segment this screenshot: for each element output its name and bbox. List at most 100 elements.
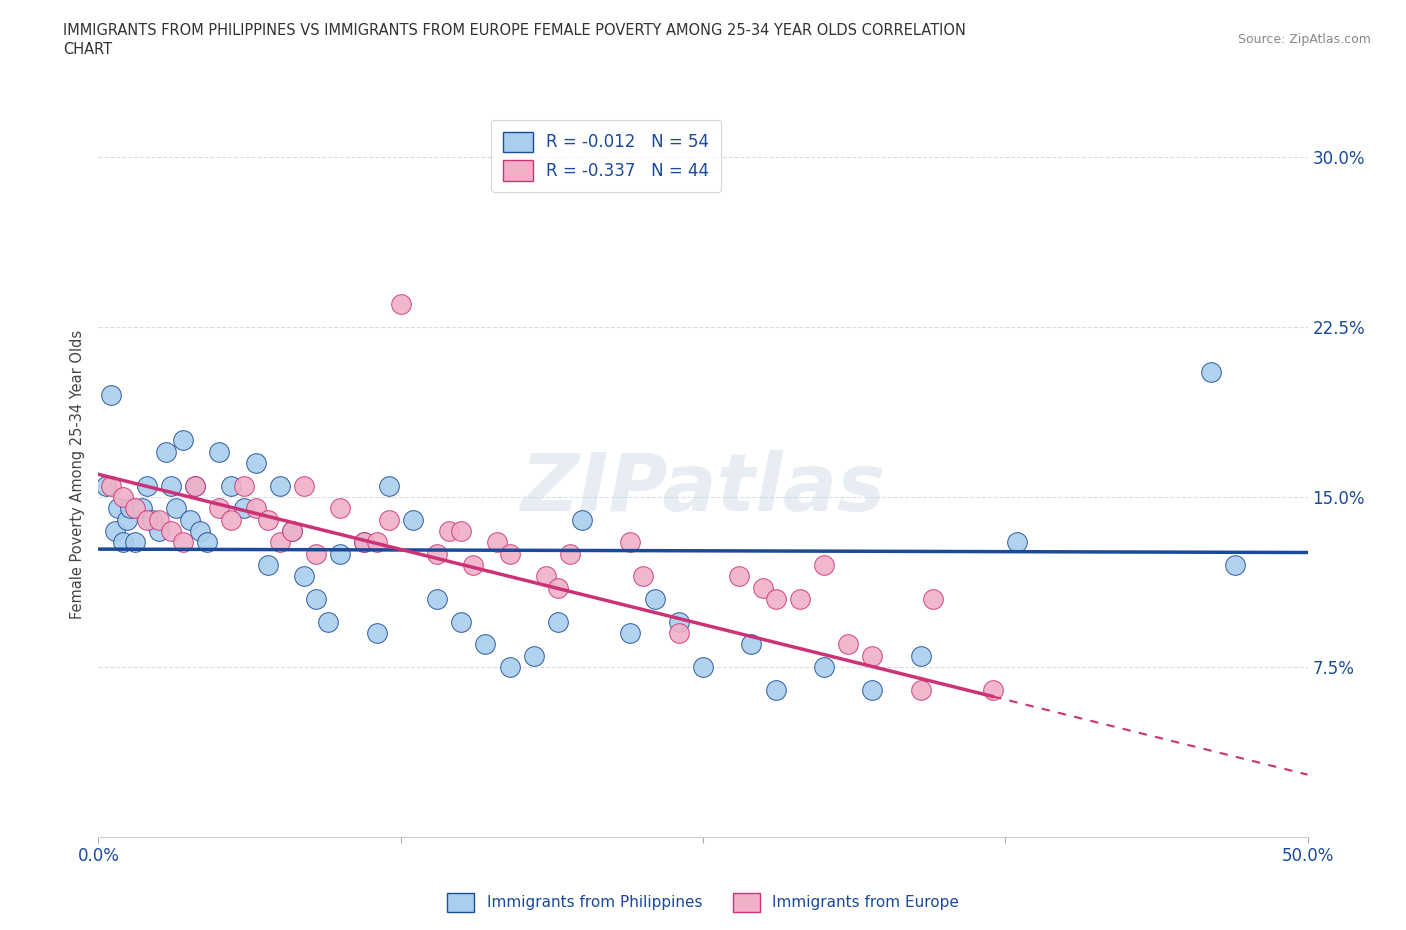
Point <box>104 524 127 538</box>
Point <box>789 591 811 606</box>
Point <box>353 535 375 550</box>
Point <box>498 659 520 674</box>
Point <box>728 569 751 584</box>
Point <box>305 591 328 606</box>
Point <box>668 626 690 641</box>
Point <box>232 478 254 493</box>
Point <box>437 524 460 538</box>
Text: Source: ZipAtlas.com: Source: ZipAtlas.com <box>1237 33 1371 46</box>
Point <box>256 558 278 573</box>
Point <box>208 445 231 459</box>
Point <box>111 535 134 550</box>
Point <box>160 524 183 538</box>
Point <box>160 478 183 493</box>
Legend: Immigrants from Philippines, Immigrants from Europe: Immigrants from Philippines, Immigrants … <box>440 887 966 918</box>
Point <box>131 501 153 516</box>
Point <box>366 535 388 550</box>
Point <box>426 546 449 561</box>
Legend: R = -0.012   N = 54, R = -0.337   N = 44: R = -0.012 N = 54, R = -0.337 N = 44 <box>492 120 721 193</box>
Point <box>305 546 328 561</box>
Point <box>547 580 569 595</box>
Point <box>389 297 412 312</box>
Point <box>155 445 177 459</box>
Point <box>292 478 315 493</box>
Point <box>221 512 243 527</box>
Text: CHART: CHART <box>63 42 112 57</box>
Point <box>377 478 399 493</box>
Point <box>860 683 883 698</box>
Point <box>752 580 775 595</box>
Point <box>740 637 762 652</box>
Point <box>558 546 581 561</box>
Point <box>377 512 399 527</box>
Point <box>172 535 194 550</box>
Point <box>1199 365 1222 379</box>
Point <box>668 614 690 629</box>
Point <box>450 524 472 538</box>
Point <box>94 478 117 493</box>
Text: ZIPatlas: ZIPatlas <box>520 450 886 528</box>
Point <box>910 648 932 663</box>
Point <box>195 535 218 550</box>
Point <box>245 456 267 471</box>
Point <box>765 683 787 698</box>
Point <box>1223 558 1246 573</box>
Point <box>619 535 641 550</box>
Point <box>571 512 593 527</box>
Point <box>118 501 141 516</box>
Point <box>631 569 654 584</box>
Point <box>981 683 1004 698</box>
Point <box>426 591 449 606</box>
Point <box>124 501 146 516</box>
Point <box>188 524 211 538</box>
Point <box>117 512 139 527</box>
Point <box>498 546 520 561</box>
Y-axis label: Female Poverty Among 25-34 Year Olds: Female Poverty Among 25-34 Year Olds <box>70 330 86 618</box>
Point <box>256 512 278 527</box>
Point <box>100 478 122 493</box>
Point <box>463 558 485 573</box>
Point <box>765 591 787 606</box>
Point <box>208 501 231 516</box>
Point <box>644 591 666 606</box>
Point <box>100 388 122 403</box>
Point <box>292 569 315 584</box>
Point <box>148 524 170 538</box>
Point <box>135 478 157 493</box>
Point <box>692 659 714 674</box>
Point <box>329 546 352 561</box>
Point <box>269 478 291 493</box>
Point <box>534 569 557 584</box>
Point <box>245 501 267 516</box>
Point <box>281 524 304 538</box>
Point <box>353 535 375 550</box>
Point <box>111 489 134 504</box>
Point <box>135 512 157 527</box>
Point <box>547 614 569 629</box>
Point <box>813 558 835 573</box>
Point <box>179 512 201 527</box>
Point <box>921 591 943 606</box>
Point <box>124 535 146 550</box>
Point <box>165 501 187 516</box>
Point <box>486 535 509 550</box>
Point <box>172 432 194 447</box>
Point <box>450 614 472 629</box>
Point <box>329 501 352 516</box>
Point <box>402 512 425 527</box>
Point <box>837 637 859 652</box>
Point <box>910 683 932 698</box>
Text: IMMIGRANTS FROM PHILIPPINES VS IMMIGRANTS FROM EUROPE FEMALE POVERTY AMONG 25-34: IMMIGRANTS FROM PHILIPPINES VS IMMIGRANT… <box>63 23 966 38</box>
Point <box>184 478 207 493</box>
Point <box>860 648 883 663</box>
Point <box>269 535 291 550</box>
Point <box>232 501 254 516</box>
Point <box>1007 535 1029 550</box>
Point <box>141 512 163 527</box>
Point <box>221 478 243 493</box>
Point <box>813 659 835 674</box>
Point <box>281 524 304 538</box>
Point <box>184 478 207 493</box>
Point <box>619 626 641 641</box>
Point <box>523 648 546 663</box>
